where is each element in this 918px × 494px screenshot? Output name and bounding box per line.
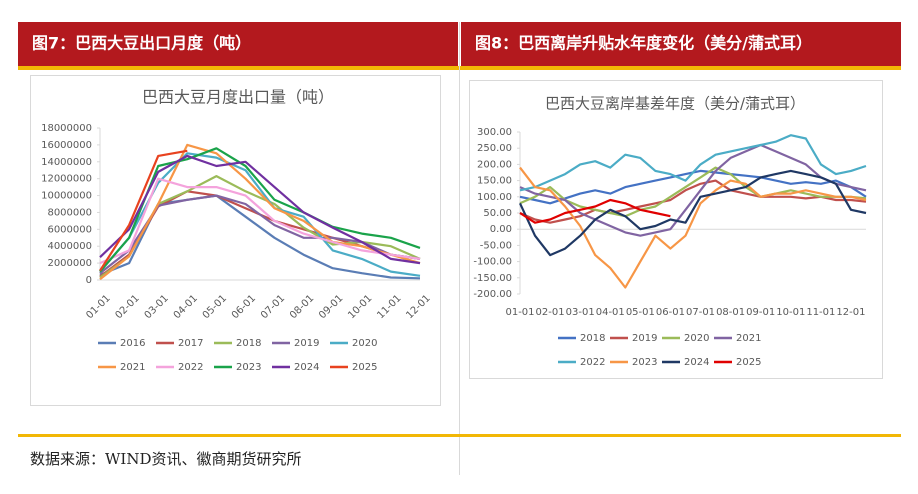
legend-label: 2021	[736, 333, 761, 344]
series-line	[99, 177, 421, 265]
legend-label: 2022	[178, 362, 203, 373]
x-tick-label: 03-01	[566, 307, 595, 318]
x-tick-label: 05-01	[626, 307, 655, 318]
x-tick-label: 04-01	[596, 307, 625, 318]
y-tick-label: 50.00	[483, 208, 512, 219]
footer-rule	[18, 434, 901, 437]
series-line	[519, 179, 867, 224]
series-line	[519, 134, 867, 192]
y-tick-label: -50.00	[480, 240, 512, 251]
y-tick-label: 6000000	[47, 224, 92, 235]
legend-label: 2024	[294, 362, 319, 373]
series-line	[99, 154, 421, 265]
left-header: 图7：巴西大豆出口月度（吨）	[32, 34, 251, 53]
y-tick-label: 8000000	[47, 207, 92, 218]
chart-title: 巴西大豆月度出口量（吨）	[142, 88, 334, 107]
x-tick-label: 10-01	[776, 307, 805, 318]
y-tick-label: 200.00	[477, 159, 512, 170]
y-tick-label: 12000000	[41, 174, 92, 185]
legend-label: 2021	[120, 362, 145, 373]
y-tick-label: 10000000	[41, 191, 92, 202]
y-tick-label: 250.00	[477, 143, 512, 154]
x-tick-label: 02-01	[536, 307, 565, 318]
x-tick-label: 11-01	[806, 307, 835, 318]
x-tick-label: 07-01	[686, 307, 715, 318]
source-note: 数据来源：WIND资讯、徽商期货研究所	[30, 450, 302, 468]
y-tick-label: 100.00	[477, 192, 512, 203]
legend-label: 2018	[236, 338, 261, 349]
series-line	[99, 147, 421, 273]
y-tick-label: 0	[86, 275, 92, 286]
series-line	[519, 166, 867, 289]
series-line	[519, 169, 867, 257]
legend-label: 2019	[294, 338, 319, 349]
x-tick-label: 08-01	[716, 307, 745, 318]
legend-label: 2025	[352, 362, 377, 373]
legend-label: 2023	[236, 362, 261, 373]
y-tick-label: 2000000	[47, 258, 92, 269]
legend-label: 2020	[352, 338, 377, 349]
right-header: 图8：巴西离岸升贴水年度变化（美分/蒲式耳）	[475, 34, 812, 53]
legend-label: 2022	[580, 357, 605, 368]
legend-label: 2019	[632, 333, 657, 344]
x-tick-label: 06-01	[656, 307, 685, 318]
x-tick-label: 09-01	[746, 307, 775, 318]
legend-label: 2016	[120, 338, 145, 349]
y-tick-label: 18000000	[41, 123, 92, 134]
legend-label: 2018	[580, 333, 605, 344]
y-tick-label: 16000000	[41, 140, 92, 151]
legend-label: 2024	[684, 357, 709, 368]
y-tick-label: 150.00	[477, 176, 512, 187]
series-line	[519, 166, 867, 218]
chart-title: 巴西大豆离岸基差年度（美分/蒲式耳）	[545, 95, 805, 113]
legend-label: 2017	[178, 338, 203, 349]
y-tick-label: 300.00	[477, 127, 512, 138]
left-chart-frame	[30, 75, 441, 406]
y-tick-label: 0.00	[490, 224, 512, 235]
series-line	[99, 143, 421, 281]
left-header-bar	[18, 22, 458, 66]
legend-label: 2023	[632, 357, 657, 368]
series-line	[99, 149, 188, 272]
y-tick-label: -150.00	[473, 273, 512, 284]
x-tick-label: 01-01	[505, 307, 534, 318]
y-tick-label: -200.00	[473, 289, 512, 300]
legend-label: 2020	[684, 333, 709, 344]
legend-label: 2025	[736, 357, 761, 368]
y-tick-label: 14000000	[41, 157, 92, 168]
y-tick-label: 4000000	[47, 241, 92, 252]
right-header-bar	[461, 22, 901, 66]
series-line	[519, 198, 671, 224]
y-tick-label: -100.00	[473, 257, 512, 268]
x-tick-label: 12-01	[836, 307, 865, 318]
